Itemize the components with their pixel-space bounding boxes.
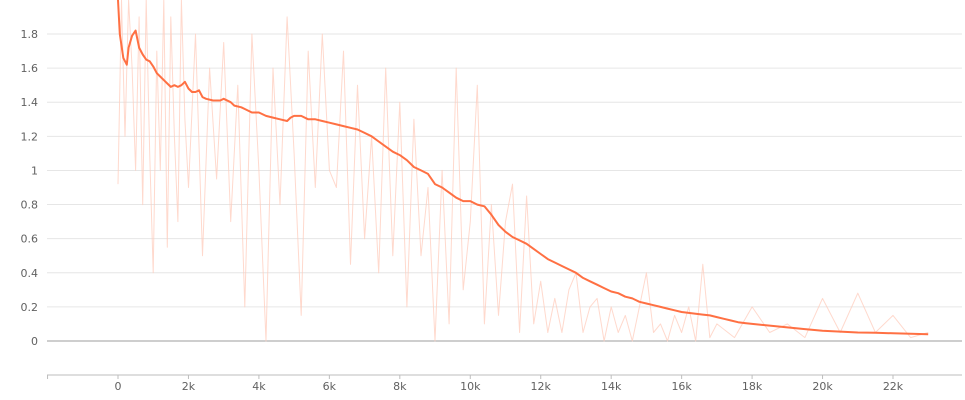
y-tick-label: 0.2	[21, 301, 39, 314]
smoothed-series	[117, 0, 929, 336]
y-tick-label: 1.2	[21, 130, 39, 143]
raw-series	[117, 0, 929, 342]
x-tick-label: 18k	[742, 380, 763, 393]
x-tick-label: 12k	[531, 380, 552, 393]
x-tick-label: 0	[115, 380, 122, 393]
x-tick-label: 2k	[182, 380, 196, 393]
y-tick-label: 1.4	[21, 96, 39, 109]
y-tick-labels: 0 0.2 0.4 0.6 0.8 1 1.2 1.4 1.6 1.8	[21, 28, 39, 348]
x-tick-label: 10k	[460, 380, 481, 393]
x-tick-label: 20k	[812, 380, 833, 393]
x-tick-label: 22k	[883, 380, 904, 393]
y-tick-label: 1.6	[21, 62, 39, 75]
x-tick-label: 16k	[671, 380, 692, 393]
x-tick-label: 6k	[323, 380, 337, 393]
y-tick-label: 1	[31, 164, 38, 177]
y-tick-label: 0.6	[21, 233, 39, 246]
y-tick-label: 0.4	[21, 267, 39, 280]
x-tick-label: 14k	[601, 380, 622, 393]
grid-lines	[47, 33, 962, 342]
y-tick-label: 0	[31, 335, 38, 348]
raw-series-line	[117, 0, 929, 342]
y-tick-label: 1.8	[21, 28, 39, 41]
x-tick-label: 4k	[252, 380, 266, 393]
smoothed-series-line	[117, 0, 929, 336]
x-tick-labels: 0 2k 4k 6k 8k 10k 12k 14k 16k 18k 20k 22k	[47, 375, 904, 393]
x-tick-label: 8k	[393, 380, 407, 393]
y-tick-label: 0.8	[21, 199, 39, 212]
